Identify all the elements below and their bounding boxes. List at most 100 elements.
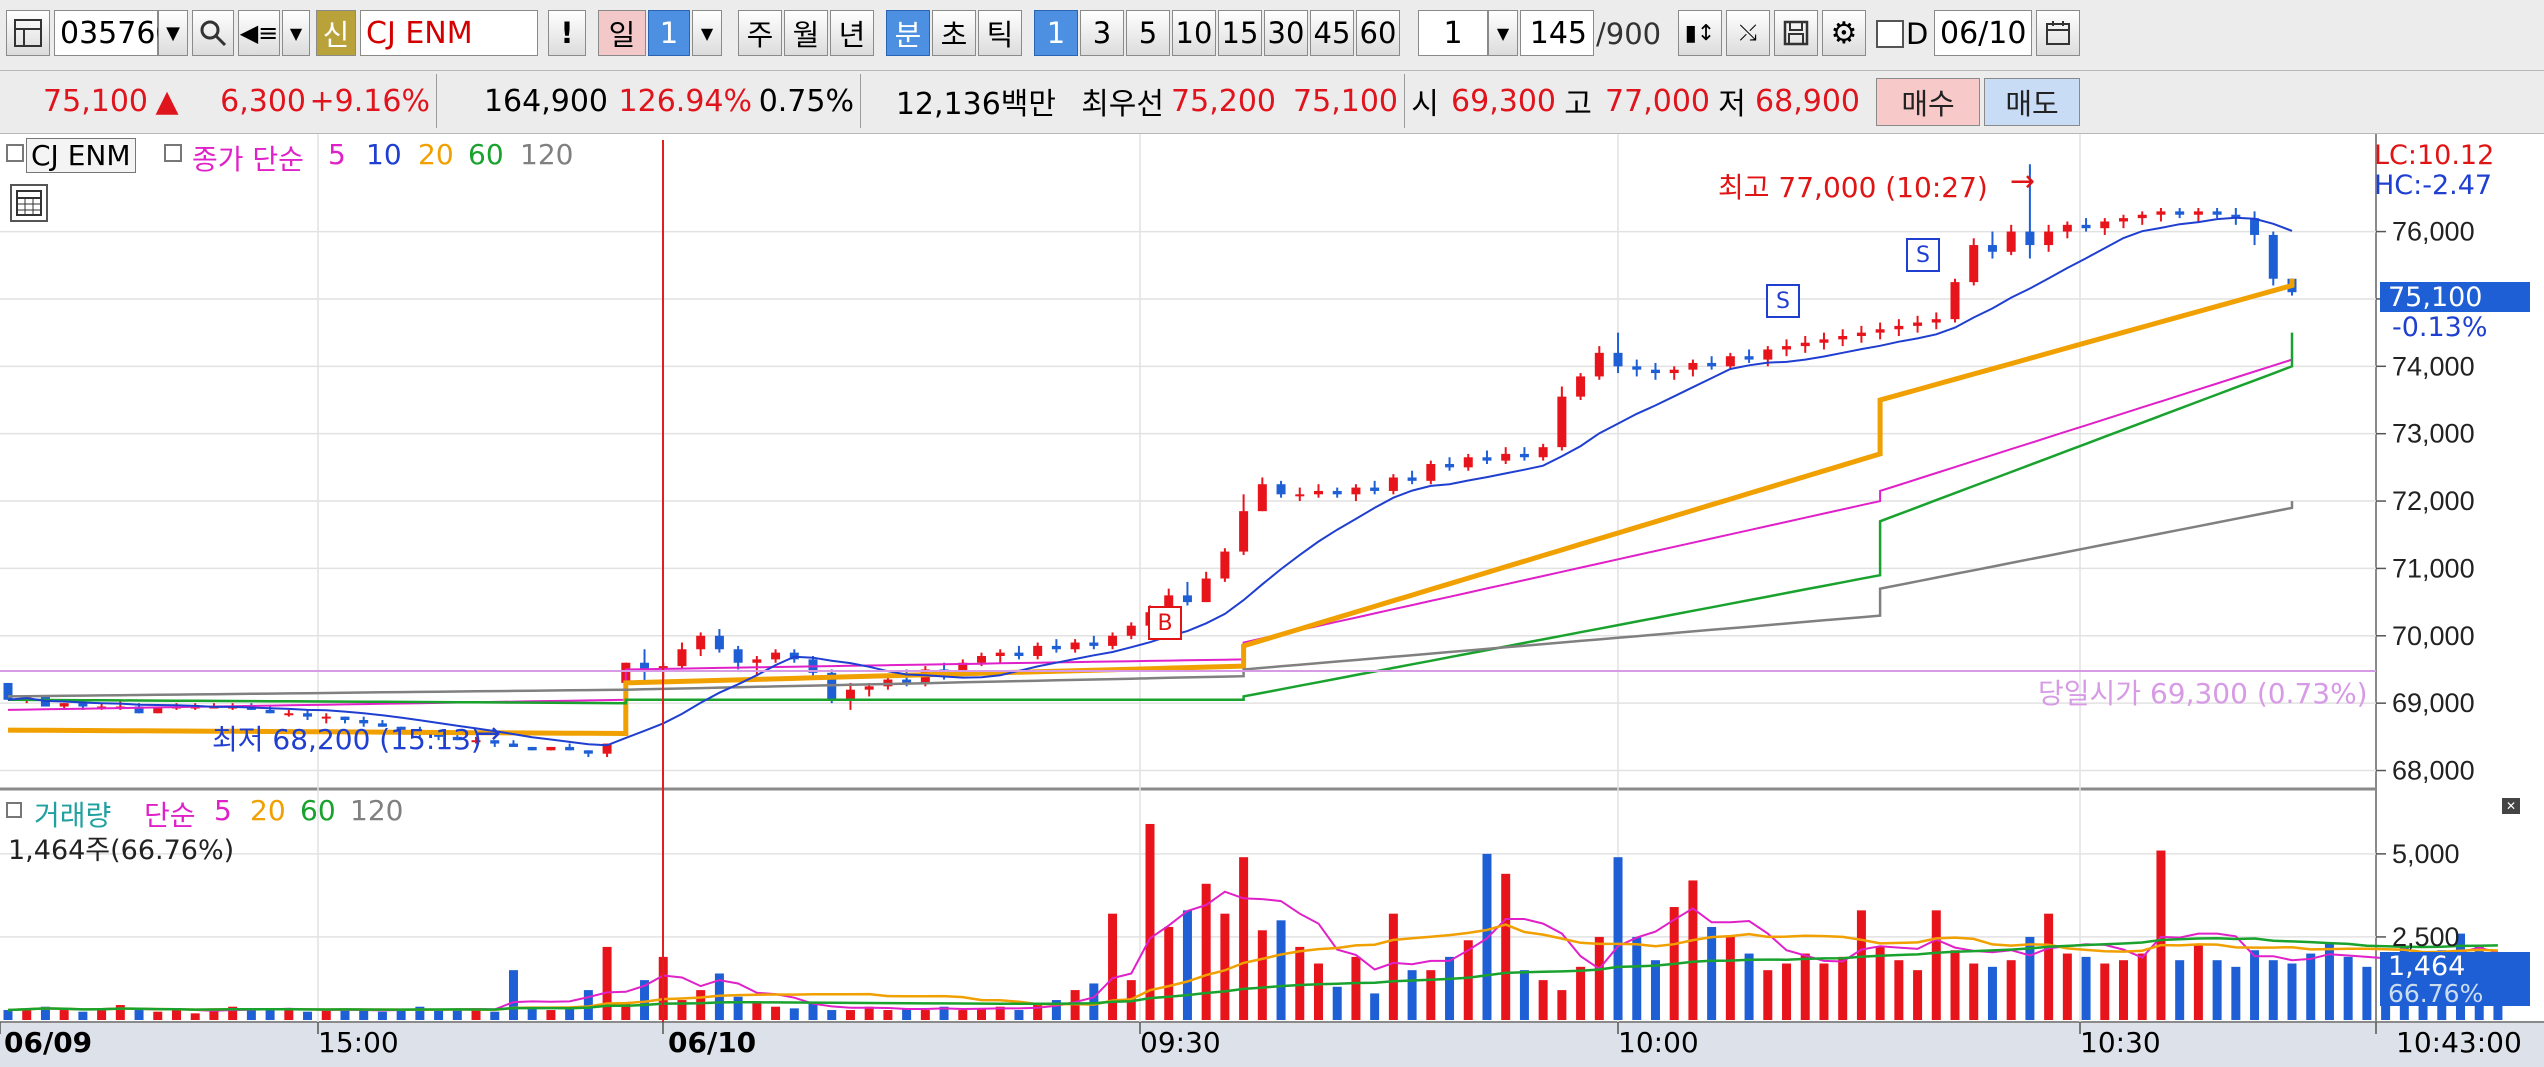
volume-bar	[1014, 1010, 1024, 1020]
save-button[interactable]	[1774, 10, 1818, 56]
close-panel-icon[interactable]: ✕	[2502, 798, 2520, 814]
date-checkbox[interactable]	[1876, 20, 1904, 48]
volume-ma-label[interactable]: 단순	[144, 799, 196, 832]
tool-candles-button[interactable]: ▮↕	[1678, 10, 1722, 56]
stock-name-field[interactable]: CJ ENM	[360, 10, 538, 56]
volume-bar	[995, 1006, 1005, 1020]
interval-3[interactable]: 3	[1080, 10, 1124, 56]
custom-interval-input[interactable]: 1	[1418, 10, 1488, 56]
sell-button[interactable]: 매도	[1984, 78, 2080, 126]
interval-30[interactable]: 30	[1264, 10, 1308, 56]
interval-45[interactable]: 45	[1310, 10, 1354, 56]
candle-body	[1126, 625, 1136, 636]
candle-body	[1426, 464, 1436, 481]
price-series-name[interactable]: CJ ENM	[26, 138, 136, 173]
candle-body	[640, 662, 650, 670]
volume-bar	[1051, 1000, 1061, 1020]
tab-tick[interactable]: 틱	[978, 10, 1022, 56]
tab-day[interactable]: 일	[598, 10, 646, 56]
candle-body	[265, 709, 275, 714]
new-listing-badge[interactable]: 신	[316, 10, 356, 56]
arrow-right-icon: →	[2010, 164, 2036, 199]
volume-bar	[1519, 970, 1529, 1020]
volume-bar	[827, 1010, 837, 1020]
sound-dropdown[interactable]: ▼	[282, 10, 310, 56]
ma-20-label: 20	[418, 138, 454, 171]
stock-code-input[interactable]: 035760	[54, 10, 175, 56]
volume-bar	[845, 1010, 855, 1020]
volume-bar	[1182, 910, 1192, 1020]
candle-body	[452, 736, 462, 741]
sound-button[interactable]: ◀≡	[238, 10, 280, 56]
date-input[interactable]: 06/10	[1934, 10, 2032, 56]
volume-bar	[920, 1010, 930, 1020]
table-view-button[interactable]	[10, 184, 48, 222]
interval-1[interactable]: 1	[1034, 10, 1078, 56]
candle-body	[1501, 453, 1511, 461]
quote-divider	[1404, 74, 1405, 128]
candle-body	[1220, 551, 1230, 579]
alert-button[interactable]: !	[548, 10, 586, 56]
tool-trend-button[interactable]: ⤯	[1726, 10, 1770, 56]
candle-body	[1164, 595, 1174, 613]
volume-bar	[2044, 913, 2054, 1020]
search-button[interactable]	[192, 10, 234, 56]
volume-bar	[1913, 970, 1923, 1020]
code-dropdown[interactable]: ▼	[158, 10, 188, 56]
search-icon	[200, 20, 227, 47]
volume-bar	[2006, 960, 2016, 1020]
layout-icon[interactable]	[6, 10, 50, 56]
candle-body	[1313, 490, 1323, 495]
volume-bar	[527, 1006, 537, 1020]
candle-body	[1538, 447, 1548, 458]
candle-series	[3, 164, 2297, 758]
sell-signal-marker[interactable]: S	[1906, 238, 1940, 272]
bar-count-input[interactable]: 145	[1520, 10, 1594, 56]
buy-signal-marker[interactable]: B	[1148, 606, 1182, 640]
tab-minute[interactable]: 분	[886, 10, 930, 56]
calendar-button[interactable]	[2036, 10, 2080, 56]
interval-15[interactable]: 15	[1218, 10, 1262, 56]
tab-year[interactable]: 년	[830, 10, 874, 56]
volume-bar	[396, 1010, 406, 1020]
interval-60[interactable]: 60	[1356, 10, 1400, 56]
candle-body	[1557, 396, 1567, 448]
settings-button[interactable]: ⚙	[1822, 10, 1866, 56]
candle-body	[1987, 245, 1997, 252]
volume-bar	[434, 1010, 444, 1020]
volume-bar	[1594, 936, 1604, 1020]
open-price: 69,300	[1451, 83, 1556, 119]
sell-signal-marker[interactable]: S	[1766, 284, 1800, 318]
day-count[interactable]: 1	[648, 10, 690, 56]
candle-body	[377, 723, 387, 727]
candle-body	[490, 740, 500, 744]
high-price: 77,000	[1605, 83, 1710, 119]
tab-month[interactable]: 월	[784, 10, 828, 56]
price-panel[interactable]	[0, 134, 2376, 789]
candle-body	[1969, 245, 1979, 283]
high-annotation: 최고 77,000 (10:27)	[1718, 171, 1988, 204]
volume-bar	[546, 1010, 556, 1020]
candle-body	[1594, 352, 1604, 377]
volume-bar	[377, 1011, 387, 1020]
candle-body	[1688, 362, 1698, 370]
volume-bar	[1688, 880, 1698, 1020]
current-volume-pct: 66.76%	[2380, 979, 2530, 1008]
trend-tool-icon: ⤯	[1739, 20, 1757, 46]
ma-label[interactable]: 종가 단순	[192, 143, 304, 176]
volume-bar	[789, 1008, 799, 1020]
custom-interval-dropdown[interactable]: ▼	[1488, 10, 1518, 56]
interval-5[interactable]: 5	[1126, 10, 1170, 56]
day-dropdown[interactable]: ▼	[692, 10, 722, 56]
volume-bar	[1613, 857, 1623, 1020]
volume-title[interactable]: 거래량	[34, 799, 112, 832]
quote-bar	[0, 71, 2544, 134]
volume-bar	[1819, 963, 1829, 1020]
tab-second[interactable]: 초	[932, 10, 976, 56]
candle-body	[2044, 231, 2054, 246]
tab-week[interactable]: 주	[738, 10, 782, 56]
interval-10[interactable]: 10	[1172, 10, 1216, 56]
buy-button[interactable]: 매수	[1876, 78, 1980, 126]
chart-canvas[interactable]: 76,00075,00074,00073,00072,00071,00070,0…	[0, 134, 2544, 1067]
volume-bar	[1351, 956, 1361, 1020]
